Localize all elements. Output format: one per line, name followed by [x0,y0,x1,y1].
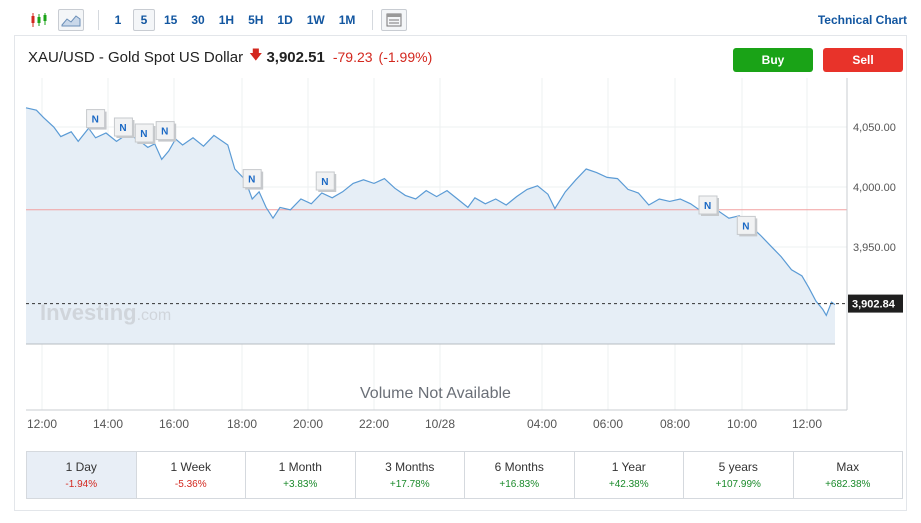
news-marker: N [698,195,719,216]
news-marker-label: N [161,127,168,138]
current-price-value: 3,902.84 [852,299,896,311]
x-tick-label: 12:00 [792,417,823,431]
period-tab[interactable]: 3 Months +17.78% [356,452,465,498]
news-marker-label: N [92,115,99,126]
period-change: -1.94% [65,479,98,490]
x-tick-label: 12:00 [27,417,58,431]
news-marker: N [113,117,135,138]
interval-5[interactable]: 5 [133,8,155,31]
period-label: 1 Day [65,460,97,474]
period-change: +682.38% [825,479,871,490]
news-marker: N [155,121,177,142]
sell-button[interactable]: Sell [823,48,903,72]
period-label: 1 Year [611,460,646,474]
news-marker: N [242,169,264,190]
news-marker-label: N [140,129,147,140]
x-tick-label: 06:00 [593,417,624,431]
current-price-badge [848,294,903,313]
interval-30[interactable]: 30 [191,12,205,27]
x-tick-label: 14:00 [93,417,124,431]
investing-watermark: Investing.com [40,300,171,325]
chart-widget-frame [14,36,907,511]
performance-periods: 1 Day -1.94% 1 Week -5.36% 1 Month +3.83% 3 Mo… [26,451,903,499]
period-tab[interactable]: 1 Day -1.94% [27,452,137,498]
period-change: +42.38% [608,479,649,490]
period-label: 6 Months [494,460,544,474]
x-tick-label: 10/28 [425,417,456,431]
x-tick-label: 18:00 [227,417,258,431]
period-tab[interactable]: 1 Year +42.38% [575,452,684,498]
news-markers: N N N N N N N N [86,109,758,237]
x-tick-label: 04:00 [527,417,558,431]
news-marker: N [315,171,337,192]
interval-1[interactable]: 1 [114,12,122,27]
interval-5h[interactable]: 5H [248,12,264,27]
buy-button[interactable]: Buy [733,48,813,72]
period-label: 1 Month [278,460,322,474]
toolbar-divider [372,9,374,30]
news-marker-label: N [321,177,328,188]
interval-1h[interactable]: 1H [218,12,235,27]
period-tab[interactable]: 5 years +107.99% [684,452,794,498]
y-axis: 4,050.00 4,000.00 3,950.00 [853,122,896,254]
y-tick-label: 4,050.00 [853,122,896,134]
chart-toolbar: 1 5 15 30 1H 5H 1D 1W 1M Technical Chart [14,4,907,36]
news-marker-label: N [119,123,126,134]
interval-1w[interactable]: 1W [306,12,325,27]
interval-selector: 1 5 15 30 1H 5H 1D 1W 1M [107,8,364,31]
news-marker-label: N [742,221,749,232]
price-change: -79.23 [332,49,373,65]
x-tick-label: 20:00 [293,417,324,431]
technical-chart-link[interactable]: Technical Chart [817,13,907,27]
period-change: +17.78% [389,479,430,490]
period-change: -5.36% [174,479,207,490]
x-tick-label: 22:00 [359,417,390,431]
x-tick-label: 16:00 [159,417,190,431]
news-marker: N [736,215,758,237]
price-area [26,107,835,344]
interval-1d[interactable]: 1D [277,12,293,27]
period-tab[interactable]: 1 Week -5.36% [137,452,246,498]
candlestick-icon[interactable] [26,9,52,31]
x-tick-label: 10:00 [727,417,758,431]
period-change: +107.99% [715,479,761,490]
table-icon[interactable] [381,8,408,31]
x-tick-label: 08:00 [660,417,691,431]
interval-15[interactable]: 15 [164,12,178,27]
news-marker: N [134,123,156,144]
period-label: 5 years [718,460,758,474]
interval-1m[interactable]: 1M [338,12,356,27]
price-change-percent: (-1.99%) [378,49,433,65]
period-tab[interactable]: 1 Month +3.83% [246,452,356,498]
news-marker-label: N [248,175,255,186]
area-chart-icon[interactable] [58,8,84,31]
instrument-name: XAU/USD - Gold Spot US Dollar [28,48,244,66]
volume-not-available: Volume Not Available [360,385,511,402]
y-tick-label: 4,000.00 [853,182,896,194]
news-marker-label: N [704,201,711,212]
period-change: +16.83% [499,479,540,490]
period-label: Max [836,460,860,474]
instrument-header: XAU/USD - Gold Spot US Dollar 🡇 3,902.51… [28,46,438,68]
toolbar-divider [98,9,99,30]
period-label: 3 Months [385,460,435,474]
current-price-label: 3,902.84 [848,294,903,313]
period-change: +3.83% [283,479,318,490]
down-arrow-icon: 🡇 [249,47,263,62]
price-chart[interactable]: Investing.com 4,050.00 4,000.00 3,950.00 3… [0,78,921,418]
period-label: 1 Week [170,460,211,474]
news-marker: N [86,109,107,130]
period-tab[interactable]: 6 Months +16.83% [465,452,575,498]
period-tab[interactable]: Max +682.38% [794,452,903,498]
y-tick-label: 3,950.00 [853,242,896,254]
last-price: 3,902.51 [266,48,325,66]
